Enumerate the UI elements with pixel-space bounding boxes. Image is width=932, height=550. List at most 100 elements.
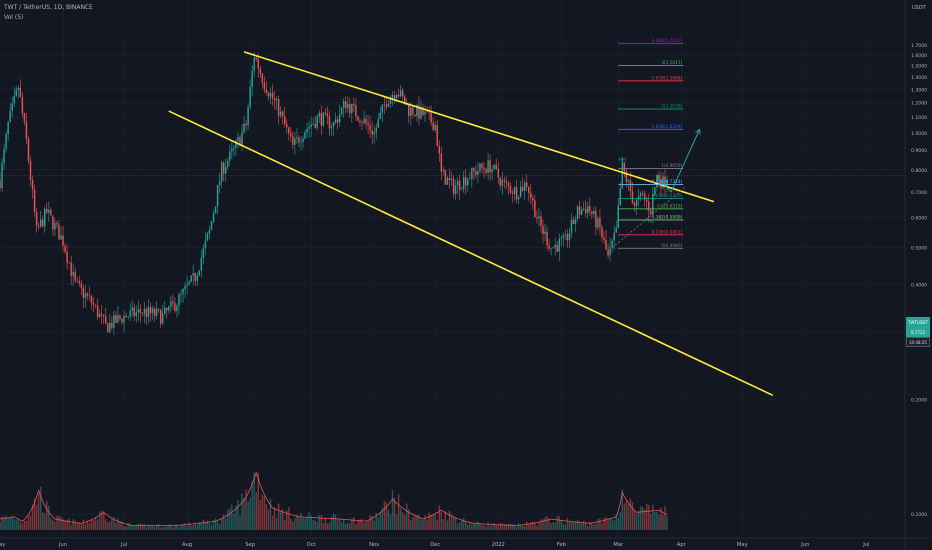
volume-bar bbox=[385, 502, 388, 530]
candle-body bbox=[414, 114, 416, 117]
volume-bar bbox=[493, 522, 495, 530]
candle-body bbox=[517, 197, 520, 200]
volume-bar bbox=[353, 517, 355, 530]
candle-body bbox=[261, 73, 264, 83]
candle-body bbox=[469, 178, 471, 180]
candle-body bbox=[271, 92, 274, 99]
volume-bar bbox=[176, 524, 178, 530]
swing-marker-label: HH bbox=[619, 158, 627, 164]
volume-bar bbox=[546, 516, 548, 530]
candle-body bbox=[164, 307, 166, 314]
candle-body bbox=[375, 127, 377, 132]
candle-body bbox=[200, 257, 203, 271]
time-tick-label: Feb bbox=[557, 542, 567, 548]
volume-bar bbox=[121, 521, 123, 530]
volume-indicator-label[interactable]: Vol (5) bbox=[4, 14, 24, 21]
volume-bar bbox=[78, 522, 81, 530]
candle-body bbox=[318, 113, 321, 117]
volume-bar bbox=[652, 504, 654, 530]
time-tick-label: Aug bbox=[182, 542, 192, 548]
volume-bar bbox=[233, 513, 235, 530]
forecast-arrowhead bbox=[695, 128, 701, 135]
candle-body bbox=[257, 59, 259, 69]
fib-level-label: 2.618(1.3688) bbox=[652, 75, 683, 81]
price-tick-label: 1.6000 bbox=[911, 53, 927, 59]
candle-body bbox=[109, 322, 111, 333]
candle-body bbox=[430, 112, 432, 123]
volume-bar bbox=[521, 526, 524, 530]
candle-body bbox=[218, 181, 221, 186]
candle-body bbox=[591, 211, 593, 215]
candle-body bbox=[526, 182, 528, 187]
time-tick-label: Jun bbox=[800, 542, 809, 548]
candle-body bbox=[452, 178, 455, 194]
volume-bar bbox=[66, 519, 68, 530]
volume-bar bbox=[31, 504, 34, 530]
candle-body bbox=[597, 218, 599, 228]
price-tick-label: 0.6000 bbox=[911, 215, 927, 221]
candle-body bbox=[78, 281, 81, 284]
volume-bar bbox=[98, 511, 101, 530]
volume-bar bbox=[467, 524, 469, 530]
volume-bar bbox=[324, 518, 327, 530]
candle-body bbox=[52, 215, 54, 230]
volume-bar bbox=[125, 526, 127, 530]
candle-body bbox=[355, 105, 357, 117]
volume-bar bbox=[473, 522, 475, 530]
volume-bar bbox=[113, 516, 115, 530]
candle-body bbox=[131, 307, 133, 311]
volume-bar bbox=[147, 524, 150, 530]
markers: HH HL bbox=[619, 158, 655, 225]
volume-bar bbox=[88, 523, 91, 530]
symbol-title[interactable]: TWT / TetherUS, 1D, BINANCE bbox=[4, 4, 93, 11]
volume-bar bbox=[379, 511, 382, 530]
candle-body bbox=[530, 192, 532, 199]
volume-bar bbox=[355, 524, 357, 530]
candle-body bbox=[113, 314, 115, 328]
forecast-path bbox=[656, 129, 701, 193]
volume-bar bbox=[137, 523, 140, 530]
candle-body bbox=[100, 313, 103, 315]
candle-body bbox=[180, 293, 182, 295]
volume-bar bbox=[654, 511, 656, 530]
candle-body bbox=[220, 162, 223, 182]
time-tick-label: May bbox=[737, 542, 748, 548]
candle-body bbox=[76, 280, 78, 282]
candle-body bbox=[357, 116, 359, 121]
volume-bar bbox=[212, 520, 215, 530]
volume-bar bbox=[84, 524, 87, 530]
candle-body bbox=[442, 170, 445, 172]
candle-body bbox=[39, 219, 42, 227]
candle-body bbox=[383, 104, 386, 106]
volume-bar bbox=[184, 523, 186, 530]
candle-body bbox=[33, 189, 36, 212]
volume-bar bbox=[523, 526, 526, 530]
volume-bar bbox=[225, 518, 227, 530]
volume-bar bbox=[25, 521, 28, 530]
forecast-arrow bbox=[611, 128, 701, 248]
time-axis: May Jun Jul Aug Sep Oct Nov Dec 2022 Feb Mar Apr May… bbox=[0, 542, 869, 548]
candle-body bbox=[584, 208, 587, 214]
volume-bar bbox=[621, 489, 624, 530]
fib-level-label: 0.382(0.5909) bbox=[652, 214, 683, 220]
candle-body bbox=[328, 116, 331, 129]
candle-body bbox=[536, 217, 538, 219]
candle-body bbox=[265, 89, 268, 93]
candle-body bbox=[245, 123, 247, 126]
volume-bar bbox=[438, 505, 440, 530]
volume-bar bbox=[410, 519, 412, 530]
volume-bar bbox=[37, 494, 40, 530]
volume-bar bbox=[635, 514, 638, 530]
volume-bar bbox=[261, 494, 264, 530]
candle-body bbox=[239, 137, 241, 145]
volume-bar bbox=[161, 526, 164, 530]
volume-bar bbox=[660, 507, 662, 530]
candle-body bbox=[176, 305, 178, 311]
candle-body bbox=[546, 231, 548, 246]
candle-body bbox=[444, 170, 447, 185]
candle-body bbox=[326, 113, 329, 117]
candle-body bbox=[607, 249, 609, 256]
volume-bar bbox=[477, 521, 479, 530]
candle-body bbox=[184, 285, 186, 290]
